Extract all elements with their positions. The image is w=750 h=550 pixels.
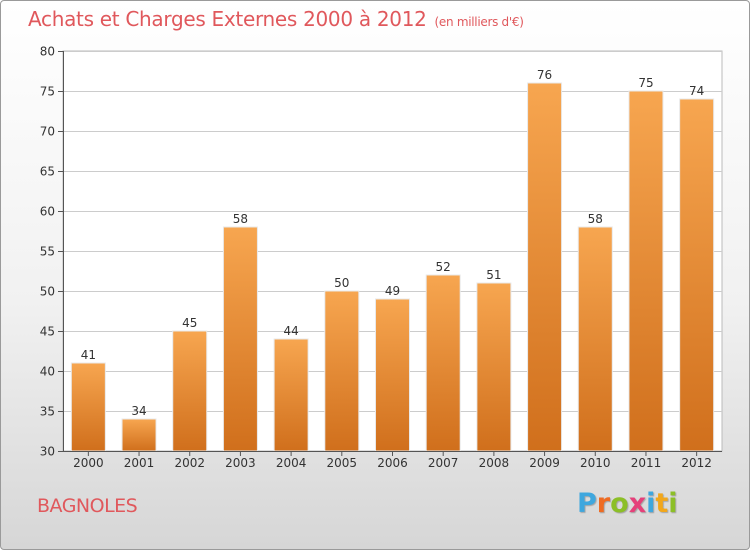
y-tick-label: 55	[40, 245, 55, 259]
bar	[70, 362, 106, 452]
y-axis: 30 35 40 45 50 55 60 65 70 75 80	[40, 45, 64, 459]
logo-letter: i	[646, 488, 656, 519]
y-tick-label: 80	[40, 45, 55, 59]
data-label: 50	[334, 276, 349, 290]
y-tick-label: 40	[40, 365, 55, 379]
bar	[425, 274, 461, 452]
x-tick-label: 2007	[428, 456, 459, 470]
x-tick-label: 2000	[73, 456, 104, 470]
y-tick-label: 70	[40, 125, 55, 139]
bar	[375, 298, 410, 452]
bar	[577, 226, 613, 452]
y-tick-label: 75	[40, 85, 55, 99]
x-tick-label: 2004	[276, 456, 307, 470]
data-label: 51	[486, 268, 501, 282]
chart-title-text: Achats et Charges Externes 2000 à 2012	[28, 7, 427, 31]
bar	[324, 290, 360, 452]
bar	[476, 282, 512, 452]
data-label: 49	[385, 284, 400, 298]
chart-title: Achats et Charges Externes 2000 à 2012 (e…	[28, 7, 524, 31]
y-tick-label: 30	[40, 445, 55, 459]
data-label: 58	[588, 212, 603, 226]
x-tick-label: 2012	[681, 456, 712, 470]
logo-letter: i	[668, 488, 678, 519]
x-tick-label: 2011	[631, 456, 662, 470]
data-label: 52	[436, 260, 451, 274]
proxiti-logo[interactable]: Proxiti	[577, 488, 678, 519]
city-name: BAGNOLES	[37, 495, 138, 517]
logo-letter: o	[610, 488, 629, 519]
x-tick-label: 2001	[124, 456, 155, 470]
x-tick-label: 2005	[327, 456, 358, 470]
x-tick-label: 2008	[479, 456, 510, 470]
y-tick-label: 65	[40, 165, 55, 179]
logo-letter: P	[577, 488, 597, 519]
data-label: 44	[283, 324, 298, 338]
bar	[273, 338, 309, 452]
y-tick-label: 50	[40, 285, 55, 299]
bar	[172, 330, 208, 452]
x-tick-label: 2003	[225, 456, 256, 470]
y-tick-label: 35	[40, 405, 55, 419]
x-tick-label: 2010	[580, 456, 611, 470]
data-label: 74	[689, 84, 704, 98]
data-label: 75	[638, 76, 653, 90]
bar	[527, 82, 563, 452]
x-axis: 2000 2001 2002 2003 2004 2005 2006 2007 2008 2009…	[63, 451, 722, 470]
data-label: 76	[537, 68, 552, 82]
y-tick-label: 45	[40, 325, 55, 339]
logo-letter: t	[655, 488, 669, 519]
bar	[222, 226, 258, 452]
bar	[121, 418, 157, 452]
data-label: 41	[81, 348, 96, 362]
chart-unit: (en milliers d'€)	[434, 15, 524, 29]
data-label: 34	[131, 404, 146, 418]
bars: 41 34 45 58 44 50 49 52 51 76 58 75 74	[70, 68, 715, 452]
bar	[628, 90, 664, 452]
y-tick-label: 60	[40, 205, 55, 219]
data-label: 45	[182, 316, 197, 330]
x-tick-label: 2009	[529, 456, 560, 470]
x-tick-label: 2006	[377, 456, 408, 470]
data-label: 58	[233, 212, 248, 226]
logo-letter: r	[596, 488, 611, 519]
logo-letter: x	[628, 488, 647, 519]
bar	[679, 98, 715, 452]
x-tick-label: 2002	[174, 456, 205, 470]
